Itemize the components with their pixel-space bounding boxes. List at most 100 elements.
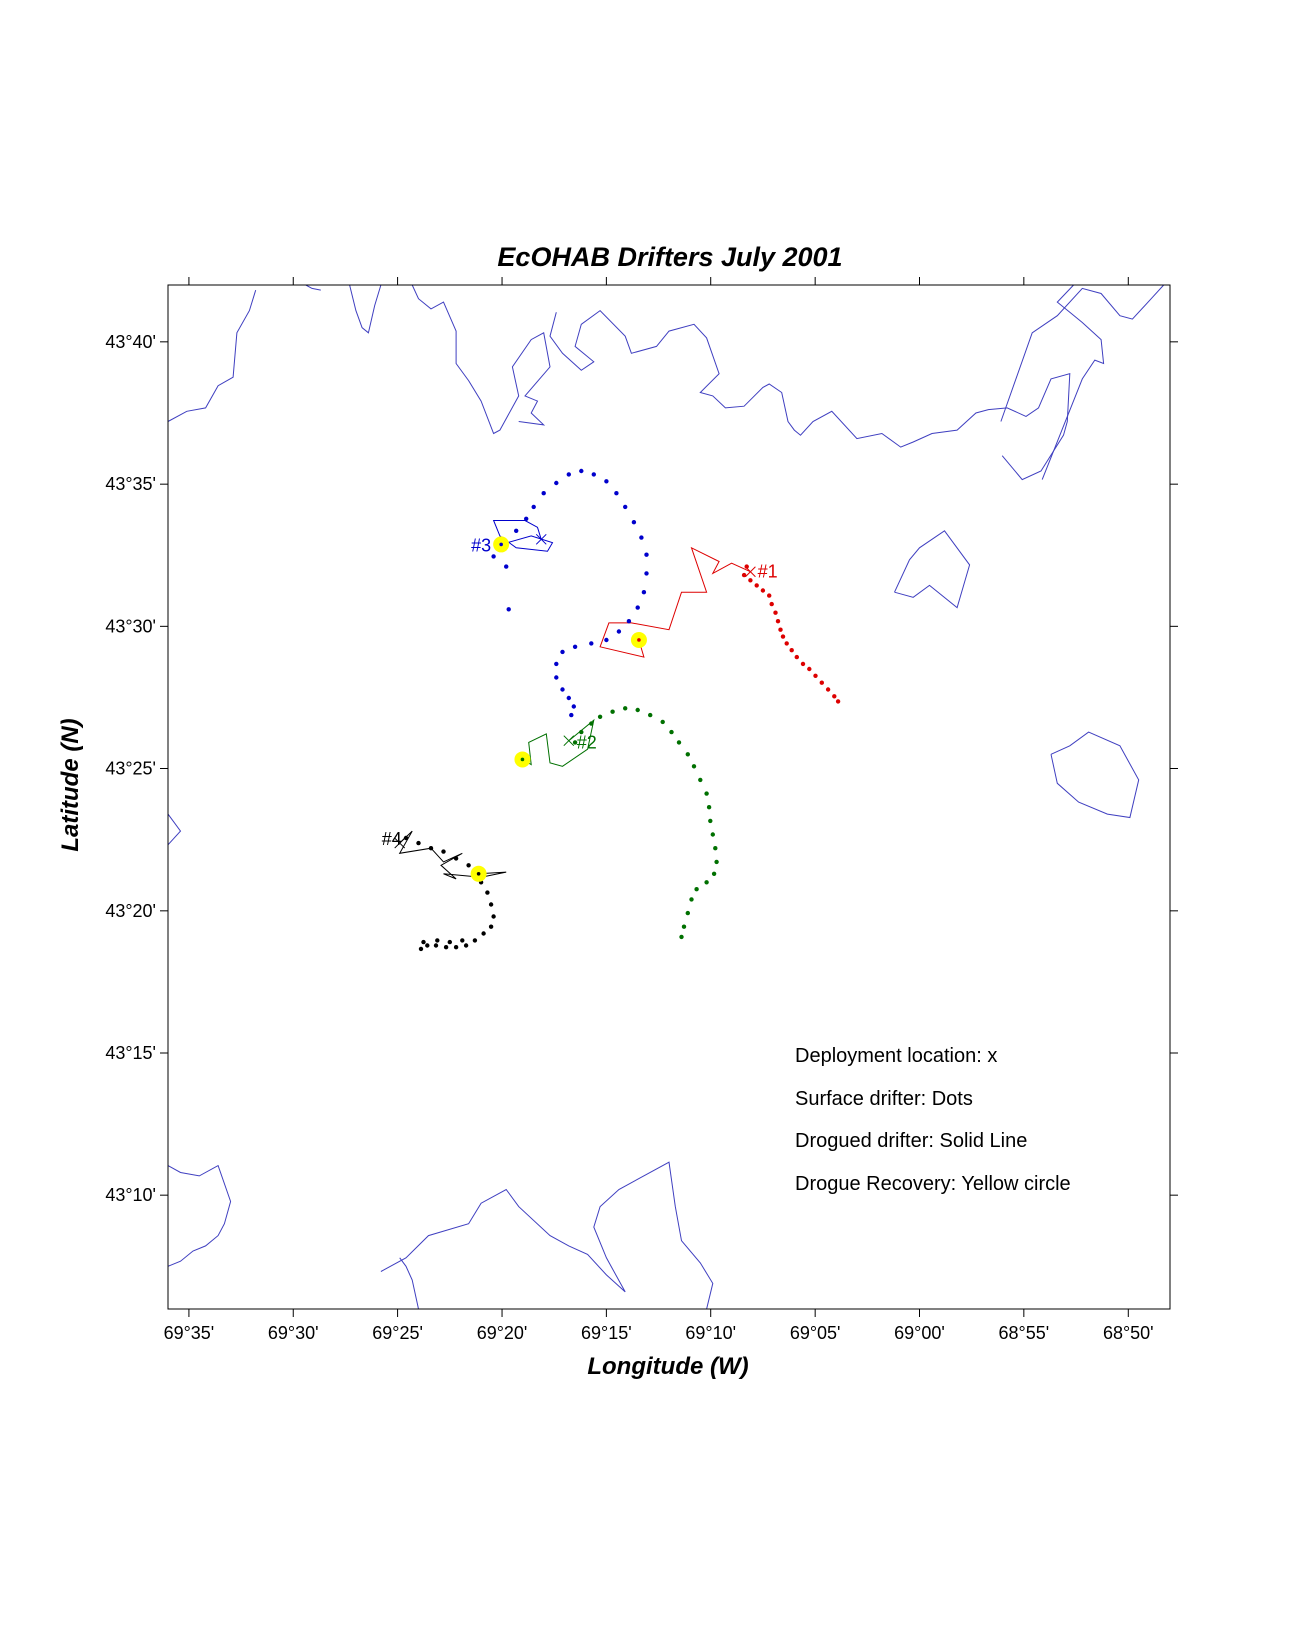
surface-dot <box>800 661 806 667</box>
surface-dot <box>541 491 546 496</box>
surface-dot <box>453 856 459 861</box>
drifter-2 <box>514 706 719 940</box>
surface-dot <box>704 880 709 885</box>
map-title: EcOHAB Drifters July 2001 <box>497 242 842 272</box>
surface-dot <box>748 578 753 583</box>
surface-dot <box>767 593 772 598</box>
surface-dot <box>635 605 640 610</box>
legend: Deployment location: x Surface drifter: … <box>795 1045 1071 1195</box>
x-tick-label: 69°20' <box>477 1323 528 1343</box>
surface-dot <box>681 924 687 929</box>
legend-drogue-recovery: Drogue Recovery: Yellow circle <box>795 1173 1071 1195</box>
surface-dot <box>572 644 578 649</box>
surface-dot <box>481 931 486 936</box>
surface-dot <box>648 712 653 718</box>
surface-dot <box>711 871 717 876</box>
surface-dot <box>447 939 452 945</box>
y-tick-label: 43°10' <box>105 1185 156 1205</box>
surface-dot <box>775 619 781 624</box>
coastline-segment-5 <box>1000 284 1165 422</box>
coastline-segment-1 <box>305 284 321 291</box>
x-tick-label: 69°30' <box>268 1323 319 1343</box>
surface-dot <box>435 938 440 943</box>
surface-dot <box>623 504 628 510</box>
drifter-label-1: #1 <box>758 562 778 582</box>
x-tick-label: 69°25' <box>372 1323 423 1343</box>
surface-dot <box>463 943 469 948</box>
surface-dot <box>794 654 799 660</box>
coastline-segment-8 <box>1050 731 1140 819</box>
surface-dot <box>560 687 565 692</box>
surface-dot <box>554 480 559 486</box>
legend-deployment: Deployment location: x <box>795 1045 997 1067</box>
surface-dot <box>694 887 699 892</box>
y-tick-label: 43°40' <box>105 332 156 352</box>
surface-dot <box>488 924 494 929</box>
surface-dot <box>713 846 718 851</box>
axis-ticks <box>160 277 1178 1317</box>
recovery-center-dot <box>520 757 525 762</box>
coastline-layer <box>167 284 1171 1310</box>
surface-dot <box>591 472 596 477</box>
surface-dot <box>604 637 609 643</box>
surface-dot <box>784 641 789 646</box>
deployment-x-marker <box>745 566 756 578</box>
drifter-label-2: #2 <box>577 733 597 753</box>
surface-dot <box>789 648 794 653</box>
surface-dot <box>679 934 684 940</box>
drifter-label-3: #3 <box>471 535 491 555</box>
surface-dot <box>491 554 496 559</box>
y-tick-label: 43°25' <box>105 758 156 778</box>
y-tick-label: 43°15' <box>105 1043 156 1063</box>
surface-dot <box>572 740 578 745</box>
y-axis-title: Latitude (N) <box>57 718 84 851</box>
surface-dot <box>579 468 584 474</box>
drifter-1 <box>599 546 841 704</box>
surface-dot <box>504 564 509 569</box>
surface-dot <box>741 572 747 578</box>
surface-dot <box>685 910 690 916</box>
x-tick-label: 69°15' <box>581 1323 632 1343</box>
x-tick-label: 69°00' <box>894 1323 945 1343</box>
drogued-track <box>522 718 595 767</box>
surface-dot <box>589 641 594 646</box>
x-tick-label: 68°50' <box>1103 1323 1154 1343</box>
surface-dot <box>453 945 459 950</box>
surface-dot <box>566 695 571 701</box>
surface-dot <box>571 704 576 709</box>
drifter-tracks-layer: #1 #2 #3 #4 <box>382 468 841 952</box>
recovery-center-dot <box>637 638 641 642</box>
surface-dot <box>710 832 715 837</box>
drifter-label-4: #4 <box>382 829 402 849</box>
surface-dot <box>744 564 749 569</box>
surface-dot <box>579 729 584 735</box>
surface-dot <box>825 687 831 692</box>
coastline-segment-0 <box>167 289 257 422</box>
deployment-x-marker <box>535 533 547 545</box>
surface-dot <box>819 680 824 685</box>
deployment-x-marker <box>563 735 575 747</box>
drogued-track <box>599 546 751 658</box>
coastline-segment-12 <box>167 813 182 846</box>
coastline-segment-10 <box>380 1161 714 1310</box>
surface-dot <box>560 649 565 655</box>
surface-dot <box>614 491 619 496</box>
surface-dot <box>418 946 424 952</box>
x-tick-labels: 69°35' 69°30' 69°25' 69°20' 69°15' 69°10' 69°0… <box>164 1323 1154 1343</box>
drifter-4 <box>394 830 507 952</box>
surface-dot <box>441 849 446 854</box>
surface-dot <box>708 818 713 824</box>
surface-dot <box>616 629 622 634</box>
surface-dot <box>488 902 494 907</box>
x-tick-label: 69°05' <box>790 1323 841 1343</box>
coastline-segment-6 <box>1041 284 1105 480</box>
coastline-segment-9 <box>167 1164 232 1267</box>
coastline-segment-7 <box>894 530 971 609</box>
surface-dot <box>714 859 719 865</box>
drifter-3 <box>491 468 649 718</box>
surface-dot <box>524 516 529 521</box>
surface-dot <box>604 479 609 484</box>
y-tick-label: 43°30' <box>105 616 156 636</box>
x-tick-label: 68°55' <box>998 1323 1049 1343</box>
